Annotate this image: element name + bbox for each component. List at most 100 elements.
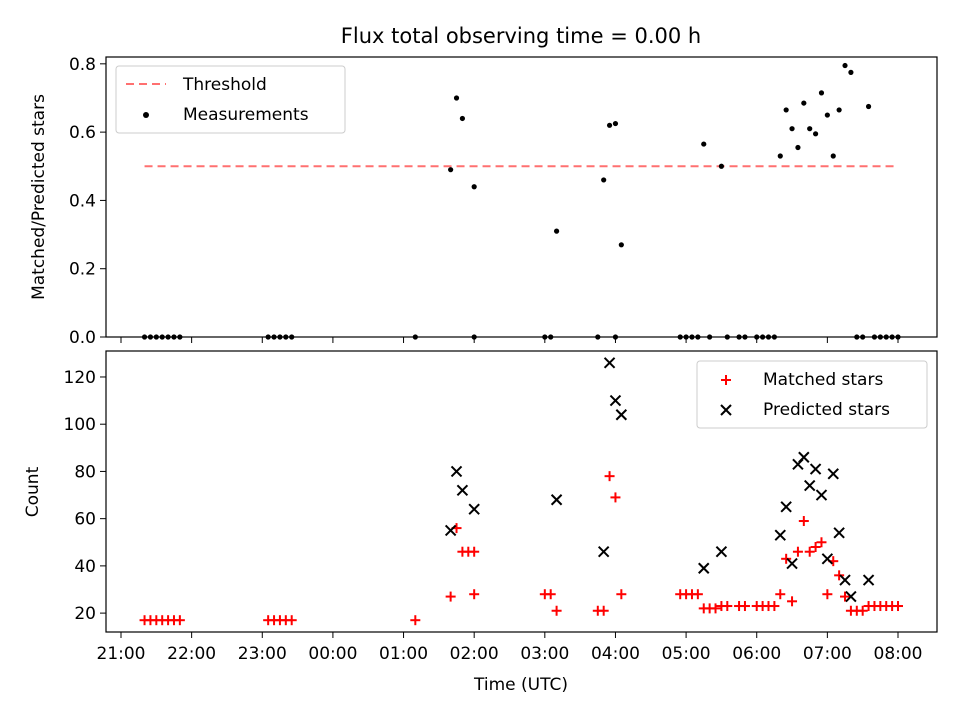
measurement-point — [718, 163, 725, 169]
bottom-y-tick-label: 20 — [74, 604, 96, 624]
x-tick-label: 00:00 — [308, 644, 357, 664]
matched-star-point — [469, 589, 480, 600]
matched-star-point — [822, 589, 833, 600]
measurement-point — [848, 69, 854, 75]
measurement-point — [842, 62, 848, 69]
predicted-star-point — [609, 394, 622, 407]
marker-stroke — [698, 562, 710, 574]
measurement-point — [606, 122, 613, 128]
bottom-legend: Matched stars Predicted stars — [696, 360, 928, 429]
matched-star-point — [598, 605, 609, 616]
measurement-point — [801, 100, 807, 106]
measurement-point — [683, 334, 689, 340]
matched-star-point — [857, 605, 868, 616]
measurement-point — [883, 334, 889, 340]
predicted-star-point — [862, 574, 875, 586]
marker-stroke — [803, 479, 816, 492]
bottom-x-ticks: 21:00 22:00 23:00 00:00 01:00 02:00 03:00 04:00… — [97, 632, 923, 664]
bottom-y-axis-label: Count — [23, 466, 43, 517]
bottom-y-tick-label: 40 — [74, 557, 96, 577]
matched-star-point — [798, 516, 809, 527]
measurement-point — [159, 334, 165, 340]
measurement-point — [271, 334, 277, 340]
marker-stroke — [456, 484, 469, 497]
bottom-y-ticks: 20 40 60 80 100 120 — [64, 368, 106, 624]
marker-stroke — [603, 357, 616, 369]
x-tick-label: 23:00 — [238, 644, 287, 664]
measurement-point — [701, 141, 707, 147]
marker-stroke — [468, 503, 480, 515]
measurement-point — [595, 334, 601, 340]
measurement-point — [165, 334, 171, 340]
measurement-point — [612, 334, 619, 340]
marker-stroke — [780, 501, 792, 513]
marker-stroke — [821, 553, 834, 565]
matched-star-point — [769, 601, 780, 612]
matched-star-point — [610, 492, 621, 503]
measurement-point — [612, 120, 619, 127]
predicted-star-point — [444, 524, 457, 537]
measurement-point — [147, 334, 154, 340]
top-y-tick-label: 0.0 — [69, 328, 96, 348]
bottom-plot-frame — [105, 350, 938, 633]
marker-stroke — [862, 574, 875, 586]
x-tick-label: 05:00 — [662, 644, 711, 664]
measurement-point — [277, 334, 283, 340]
matched-star-point — [804, 546, 815, 557]
predicted-star-point — [786, 557, 798, 570]
matched-star-point — [692, 589, 703, 600]
x-tick-label: 03:00 — [520, 644, 569, 664]
marker-stroke — [450, 465, 463, 478]
predicted-star-point — [774, 529, 786, 541]
predicted-star-point — [821, 553, 834, 565]
predicted-star-point — [550, 494, 563, 506]
bottom-y-tick-label: 120 — [64, 368, 96, 388]
measurement-point — [448, 167, 454, 173]
measurement-point — [153, 334, 159, 340]
predicted-star-point — [698, 562, 710, 574]
measurements-points — [141, 62, 901, 340]
measurement-point — [836, 107, 842, 113]
measurement-point — [471, 334, 477, 340]
x-tick-label: 06:00 — [732, 644, 781, 664]
measurement-point — [777, 153, 783, 159]
marker-stroke — [550, 494, 563, 506]
matched-star-point — [710, 603, 721, 614]
predicted-star-point — [839, 574, 851, 586]
legend-predicted-marker — [720, 404, 732, 416]
bottom-legend-box — [696, 360, 928, 429]
predicted-star-point — [845, 590, 857, 603]
marker-stroke — [798, 451, 810, 463]
measurement-point — [542, 334, 548, 340]
measurement-point — [171, 334, 177, 340]
predicted-star-point — [456, 484, 469, 497]
measurement-point — [736, 334, 742, 340]
x-axis-label: Time (UTC) — [473, 675, 568, 695]
measurement-point — [553, 228, 560, 234]
matched-star-point — [840, 591, 851, 602]
matched-star-point — [893, 601, 903, 612]
marker-stroke — [444, 524, 457, 537]
matched-star-point — [775, 589, 786, 600]
predicted-star-point — [603, 357, 616, 369]
top-y-ticks: 0.0 0.2 0.4 0.6 0.8 — [69, 55, 106, 348]
legend-predicted-sample — [720, 404, 732, 416]
measurement-point — [177, 334, 183, 340]
measurement-point — [865, 103, 872, 110]
measurement-point — [724, 334, 730, 340]
measurement-point — [871, 334, 878, 340]
measurement-point — [453, 95, 460, 101]
marker-stroke — [827, 468, 839, 480]
matched-star-point — [834, 570, 845, 581]
measurement-point — [789, 126, 795, 132]
legend-threshold-label: Threshold — [182, 75, 267, 95]
bottom-y-tick-label: 60 — [74, 510, 96, 530]
matched-star-point — [722, 601, 733, 612]
x-tick-label: 08:00 — [874, 644, 923, 664]
predicted-star-point — [780, 501, 792, 513]
measurement-point — [265, 334, 271, 340]
top-legend-box — [115, 65, 346, 134]
top-y-tick-label: 0.8 — [69, 55, 96, 75]
matched-star-point — [604, 471, 615, 482]
